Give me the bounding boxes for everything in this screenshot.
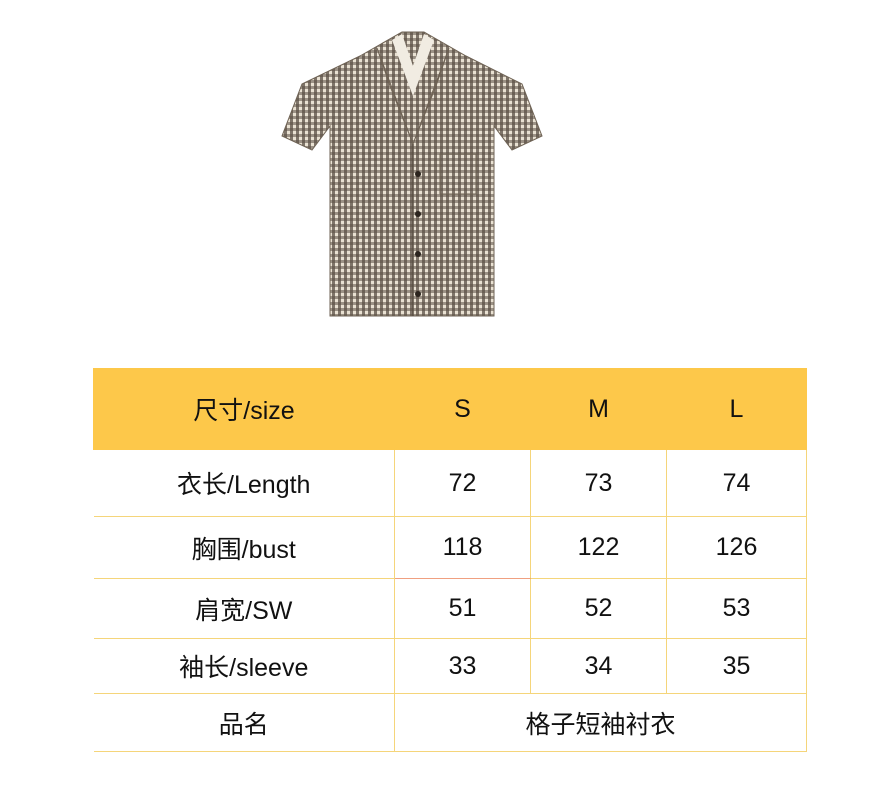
cell-l: 74 [666,449,807,517]
product-name-label: 品名 [93,693,395,752]
cell-m: 34 [530,638,667,694]
product-name: 格子短袖衬衣 [394,693,807,752]
cell-s: 51 [394,578,531,639]
header-size-label: 尺寸/size [93,368,395,450]
table-header-row: 尺寸/size S M L [93,368,807,450]
header-size-s: S [394,368,531,450]
cell-s: 118 [394,516,531,579]
row-label: 袖长/sleeve [93,638,395,694]
cell-l: 53 [666,578,807,639]
row-label: 肩宽/SW [93,578,395,639]
cell-s: 72 [394,449,531,517]
size-chart-table: 尺寸/size S M L 衣长/Length 72 73 74 胸围/bust… [93,368,807,752]
cell-m: 73 [530,449,667,517]
product-image-shirt [281,31,543,317]
table-row-sleeve: 袖长/sleeve 33 34 35 [93,638,807,694]
cell-m: 122 [530,516,667,579]
cell-s: 33 [394,638,531,694]
cell-m: 52 [530,578,667,639]
header-size-m: M [530,368,667,450]
table-row-length: 衣长/Length 72 73 74 [93,449,807,517]
row-label: 胸围/bust [93,516,395,579]
cell-l: 126 [666,516,807,579]
row-label: 衣长/Length [93,449,395,517]
table-row-product-name: 品名 格子短袖衬衣 [93,693,807,752]
header-size-l: L [666,368,807,450]
cell-l: 35 [666,638,807,694]
table-row-shoulder: 肩宽/SW 51 52 53 [93,578,807,639]
table-row-bust: 胸围/bust 118 122 126 [93,516,807,579]
